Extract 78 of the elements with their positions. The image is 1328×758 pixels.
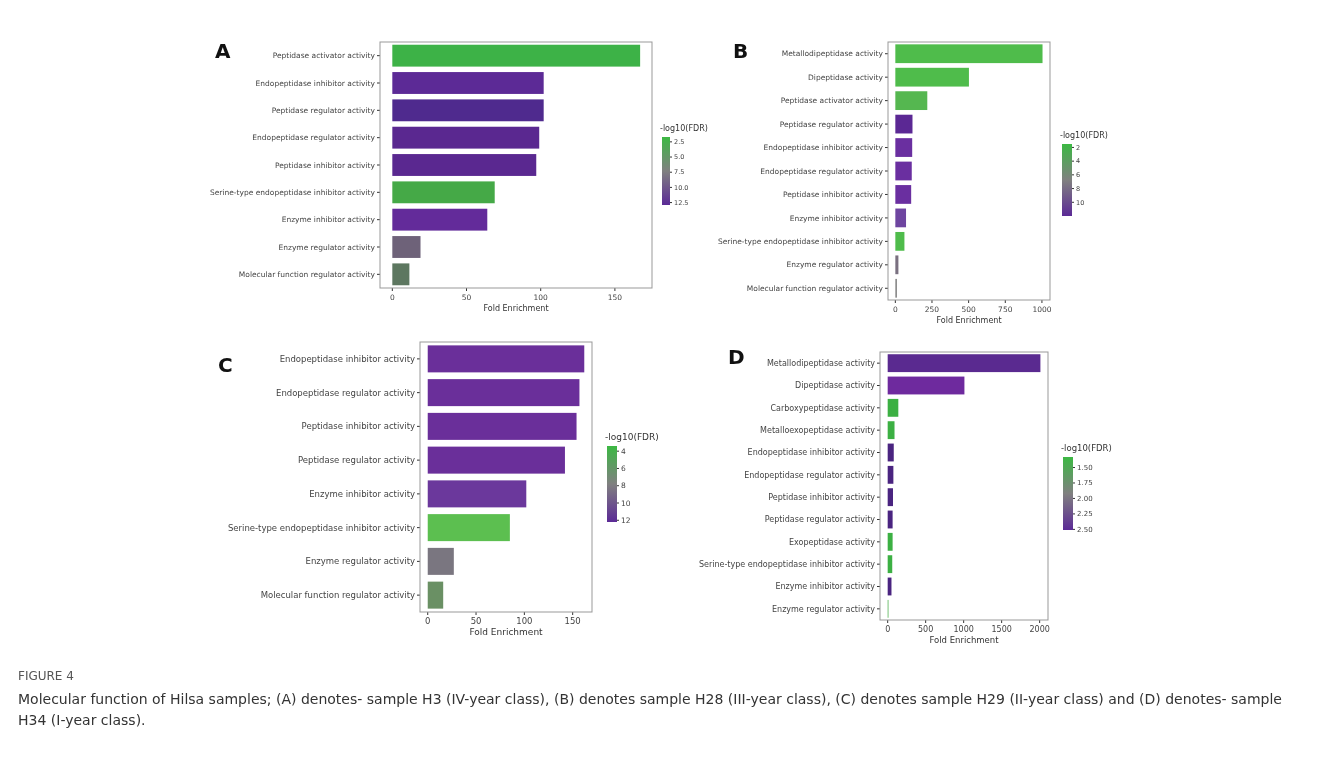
bar bbox=[392, 99, 544, 122]
bar bbox=[392, 208, 488, 231]
bar bbox=[895, 44, 1043, 64]
x-tick-label: 150 bbox=[564, 616, 581, 626]
bar bbox=[392, 181, 495, 204]
bar bbox=[895, 67, 969, 87]
x-axis-title: Fold Enrichment bbox=[929, 635, 1000, 645]
bar bbox=[887, 488, 893, 507]
y-tick-label: Metallodipeptidase activity bbox=[766, 358, 876, 368]
bar bbox=[427, 581, 444, 609]
chart-title: A bbox=[215, 39, 231, 63]
bar bbox=[427, 379, 580, 407]
y-tick-label: Serine-type endopeptidase inhibitor activity bbox=[698, 559, 876, 569]
bar bbox=[392, 44, 641, 67]
bar bbox=[392, 263, 410, 286]
bar bbox=[392, 236, 421, 258]
bar bbox=[427, 480, 527, 508]
bar bbox=[895, 161, 912, 181]
bar bbox=[895, 114, 913, 134]
x-tick-label: 1000 bbox=[953, 625, 974, 634]
bar bbox=[887, 354, 1041, 373]
x-axis-title: Fold Enrichment bbox=[483, 304, 549, 313]
y-tick-label: Endopeptidase inhibitor activity bbox=[279, 353, 415, 364]
bar bbox=[427, 412, 577, 440]
color-bar-title: -log10(FDR) bbox=[660, 124, 708, 133]
x-tick-label: 0 bbox=[885, 625, 891, 634]
y-tick-label: Peptidase inhibitor activity bbox=[768, 492, 876, 502]
text: C bbox=[218, 353, 233, 377]
bar bbox=[887, 443, 894, 462]
bar bbox=[895, 255, 899, 275]
y-tick-label: Carboxypeptidase activity bbox=[770, 403, 876, 413]
bar bbox=[895, 185, 912, 204]
chart-title: B bbox=[733, 39, 749, 63]
x-axis-title: Fold Enrichment bbox=[936, 316, 1002, 325]
bar bbox=[895, 138, 913, 157]
x-tick-label: 2000 bbox=[1029, 625, 1050, 634]
color-bar-title: -log10(FDR) bbox=[1060, 131, 1108, 140]
bar bbox=[427, 514, 510, 542]
bar bbox=[887, 510, 893, 529]
y-tick-label: Endopeptidase regulator activity bbox=[744, 470, 876, 480]
text: Molecular function of Hilsa samples; (A) denotes- sample H3 (IV-year class), (B) denotes sample H28 (III-year class), (C) denotes sample H29 (II-year class) and (D) denotes- sample H34 (I-year class). bbox=[18, 690, 1283, 730]
y-tick-label: Enzyme regulator activity bbox=[772, 604, 876, 614]
bar bbox=[887, 532, 893, 551]
x-tick-label: 0 bbox=[425, 616, 431, 626]
x-tick-label: 500 bbox=[918, 625, 934, 634]
bar bbox=[392, 154, 537, 176]
x-axis-title: Fold Enrichment bbox=[469, 627, 544, 637]
y-tick-label: Dipeptidase activity bbox=[795, 381, 876, 391]
caption: FIGURE 4 bbox=[18, 668, 75, 685]
y-tick-label: Molecular function regulator activity bbox=[260, 590, 415, 601]
y-tick-label: Enzyme regulator activity bbox=[305, 556, 415, 567]
bar bbox=[887, 376, 965, 395]
y-tick-label: Metalloexopeptidase activity bbox=[760, 425, 876, 435]
x-tick-label: 50 bbox=[470, 616, 482, 626]
color-bar-title: -log10(FDR) bbox=[1061, 443, 1112, 453]
x-tick-label: 100 bbox=[516, 616, 533, 626]
bar bbox=[427, 547, 454, 575]
bar bbox=[427, 446, 565, 474]
bar bbox=[427, 345, 585, 373]
y-tick-label: Enzyme inhibitor activity bbox=[309, 488, 415, 499]
x-tick-label: 1500 bbox=[991, 625, 1012, 634]
bar bbox=[895, 91, 928, 111]
y-tick-label: Serine-type endopeptidase inhibitor activity bbox=[227, 522, 415, 533]
bar bbox=[887, 398, 899, 417]
y-tick-label: Endopeptidase regulator activity bbox=[276, 387, 415, 398]
y-tick-label: Peptidase regulator activity bbox=[297, 455, 415, 466]
color-bar-title: -log10(FDR) bbox=[605, 432, 659, 442]
y-tick-label: Endopeptidase inhibitor activity bbox=[747, 448, 876, 458]
bar bbox=[887, 421, 895, 440]
bar bbox=[895, 231, 905, 251]
bar bbox=[392, 72, 544, 94]
bar bbox=[895, 208, 907, 228]
y-tick-label: Peptidase inhibitor activity bbox=[301, 421, 415, 432]
y-tick-label: Peptidase regulator activity bbox=[764, 515, 876, 525]
chart-title: D bbox=[728, 345, 745, 369]
y-tick-label: Enzyme inhibitor activity bbox=[775, 582, 876, 592]
y-tick-label: Exopeptidase activity bbox=[789, 537, 876, 547]
bar bbox=[392, 126, 540, 149]
